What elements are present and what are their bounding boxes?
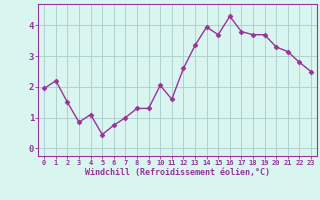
X-axis label: Windchill (Refroidissement éolien,°C): Windchill (Refroidissement éolien,°C) [85, 168, 270, 177]
